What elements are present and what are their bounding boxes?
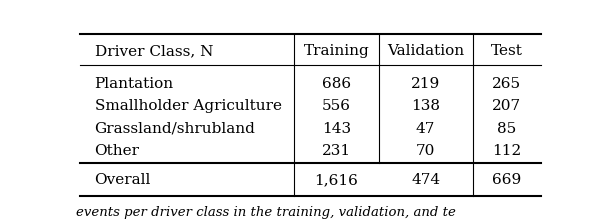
Text: 47: 47 [416, 122, 435, 136]
Text: Grassland/shrubland: Grassland/shrubland [95, 122, 255, 136]
Text: 70: 70 [416, 144, 435, 158]
Text: Driver Class, N: Driver Class, N [95, 44, 213, 58]
Text: Overall: Overall [95, 173, 151, 187]
Text: 686: 686 [322, 77, 351, 91]
Text: events per driver class in the training, validation, and te: events per driver class in the training,… [76, 206, 456, 219]
Text: Smallholder Agriculture: Smallholder Agriculture [95, 99, 282, 113]
Text: 85: 85 [497, 122, 516, 136]
Text: Test: Test [491, 44, 522, 58]
Text: Plantation: Plantation [95, 77, 174, 91]
Text: 143: 143 [322, 122, 351, 136]
Text: 474: 474 [411, 173, 440, 187]
Text: 669: 669 [492, 173, 521, 187]
Text: Validation: Validation [387, 44, 464, 58]
Text: 112: 112 [492, 144, 521, 158]
Text: 207: 207 [492, 99, 521, 113]
Text: Training: Training [304, 44, 369, 58]
Text: 219: 219 [411, 77, 441, 91]
Text: 138: 138 [411, 99, 440, 113]
Text: 556: 556 [322, 99, 351, 113]
Text: 1,616: 1,616 [315, 173, 358, 187]
Text: 265: 265 [492, 77, 521, 91]
Text: 231: 231 [322, 144, 351, 158]
Text: Other: Other [95, 144, 139, 158]
